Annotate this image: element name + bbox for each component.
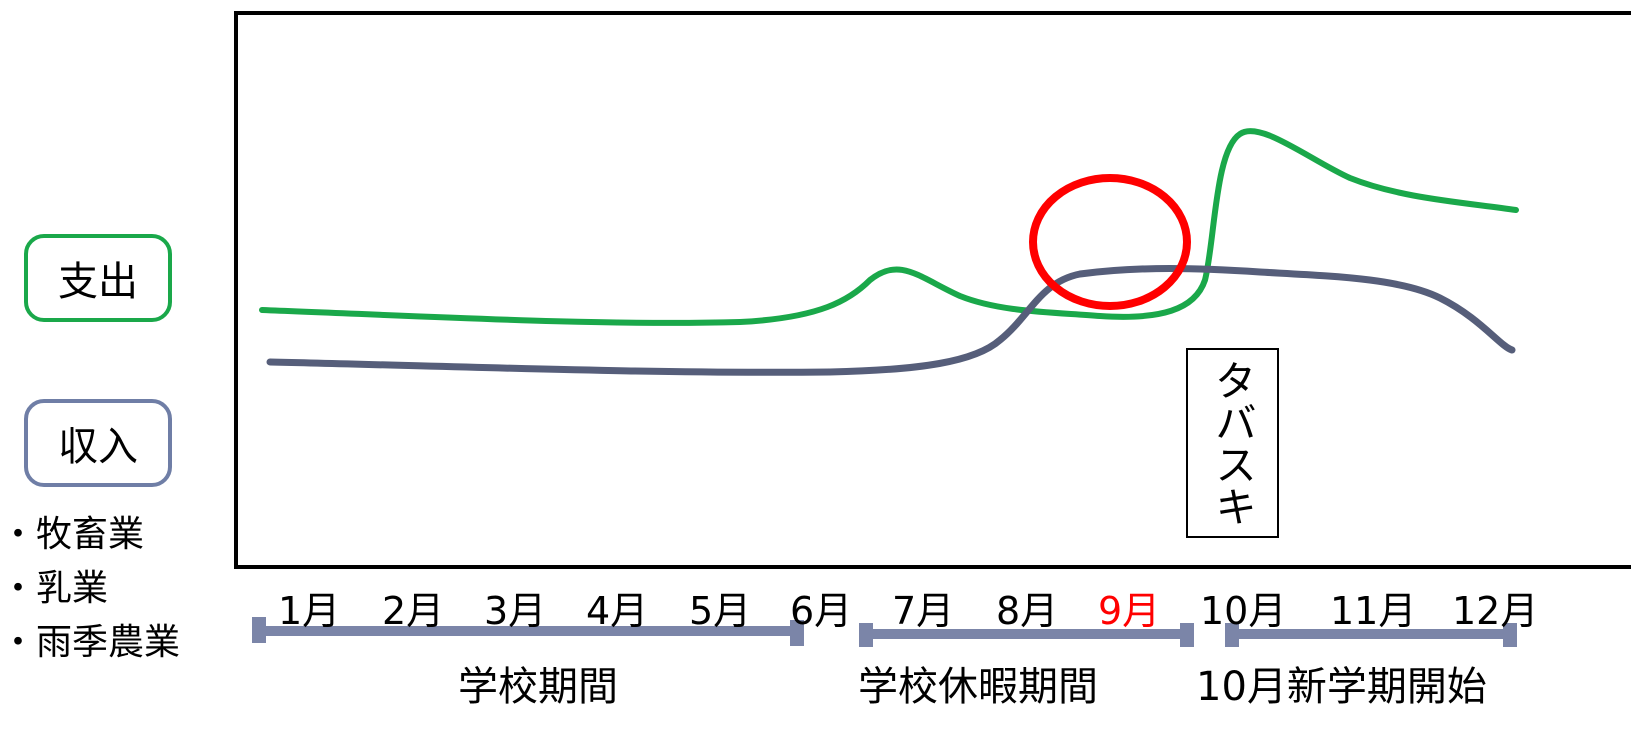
month-label-highlighted: 9月 bbox=[1098, 589, 1161, 633]
month-label: 5月 bbox=[689, 589, 752, 633]
period-label-new-term: 10月新学期開始 bbox=[1196, 664, 1487, 710]
legend-income-label: 収入 bbox=[58, 424, 138, 470]
month-label: 8月 bbox=[996, 589, 1059, 633]
september-highlight-circle bbox=[1029, 174, 1191, 310]
month-label: 1月 bbox=[278, 589, 341, 633]
chart-frame bbox=[234, 11, 1631, 569]
period-bar-vacation bbox=[859, 623, 1194, 647]
month-label: 6月 bbox=[790, 589, 853, 633]
income-source-item: ・乳業 bbox=[0, 568, 109, 609]
month-label: 4月 bbox=[586, 589, 649, 633]
legend-income: 収入 bbox=[24, 399, 172, 487]
income-curve bbox=[266, 265, 1516, 376]
month-label: 3月 bbox=[484, 589, 547, 633]
period-label-vacation: 学校休暇期間 bbox=[858, 664, 1098, 710]
month-label: 11月 bbox=[1330, 589, 1417, 633]
period-label-school: 学校期間 bbox=[458, 664, 618, 710]
period-bar-new-term bbox=[1225, 623, 1517, 647]
income-source-item: ・雨季農業 bbox=[0, 622, 181, 663]
legend-expense: 支出 bbox=[24, 234, 172, 322]
legend-expense-label: 支出 bbox=[58, 259, 138, 305]
period-bar-school bbox=[252, 617, 804, 646]
month-label: 10月 bbox=[1200, 589, 1287, 633]
tabaski-event-label: タバスキ bbox=[1186, 348, 1279, 538]
month-label: 2月 bbox=[382, 589, 445, 633]
month-label: 7月 bbox=[892, 589, 955, 633]
expense-curve bbox=[259, 128, 1519, 326]
income-source-list: ・牧畜業 ・乳業 ・雨季農業 bbox=[0, 508, 180, 670]
month-label: 12月 bbox=[1452, 589, 1539, 633]
income-source-item: ・牧畜業 bbox=[0, 514, 145, 555]
